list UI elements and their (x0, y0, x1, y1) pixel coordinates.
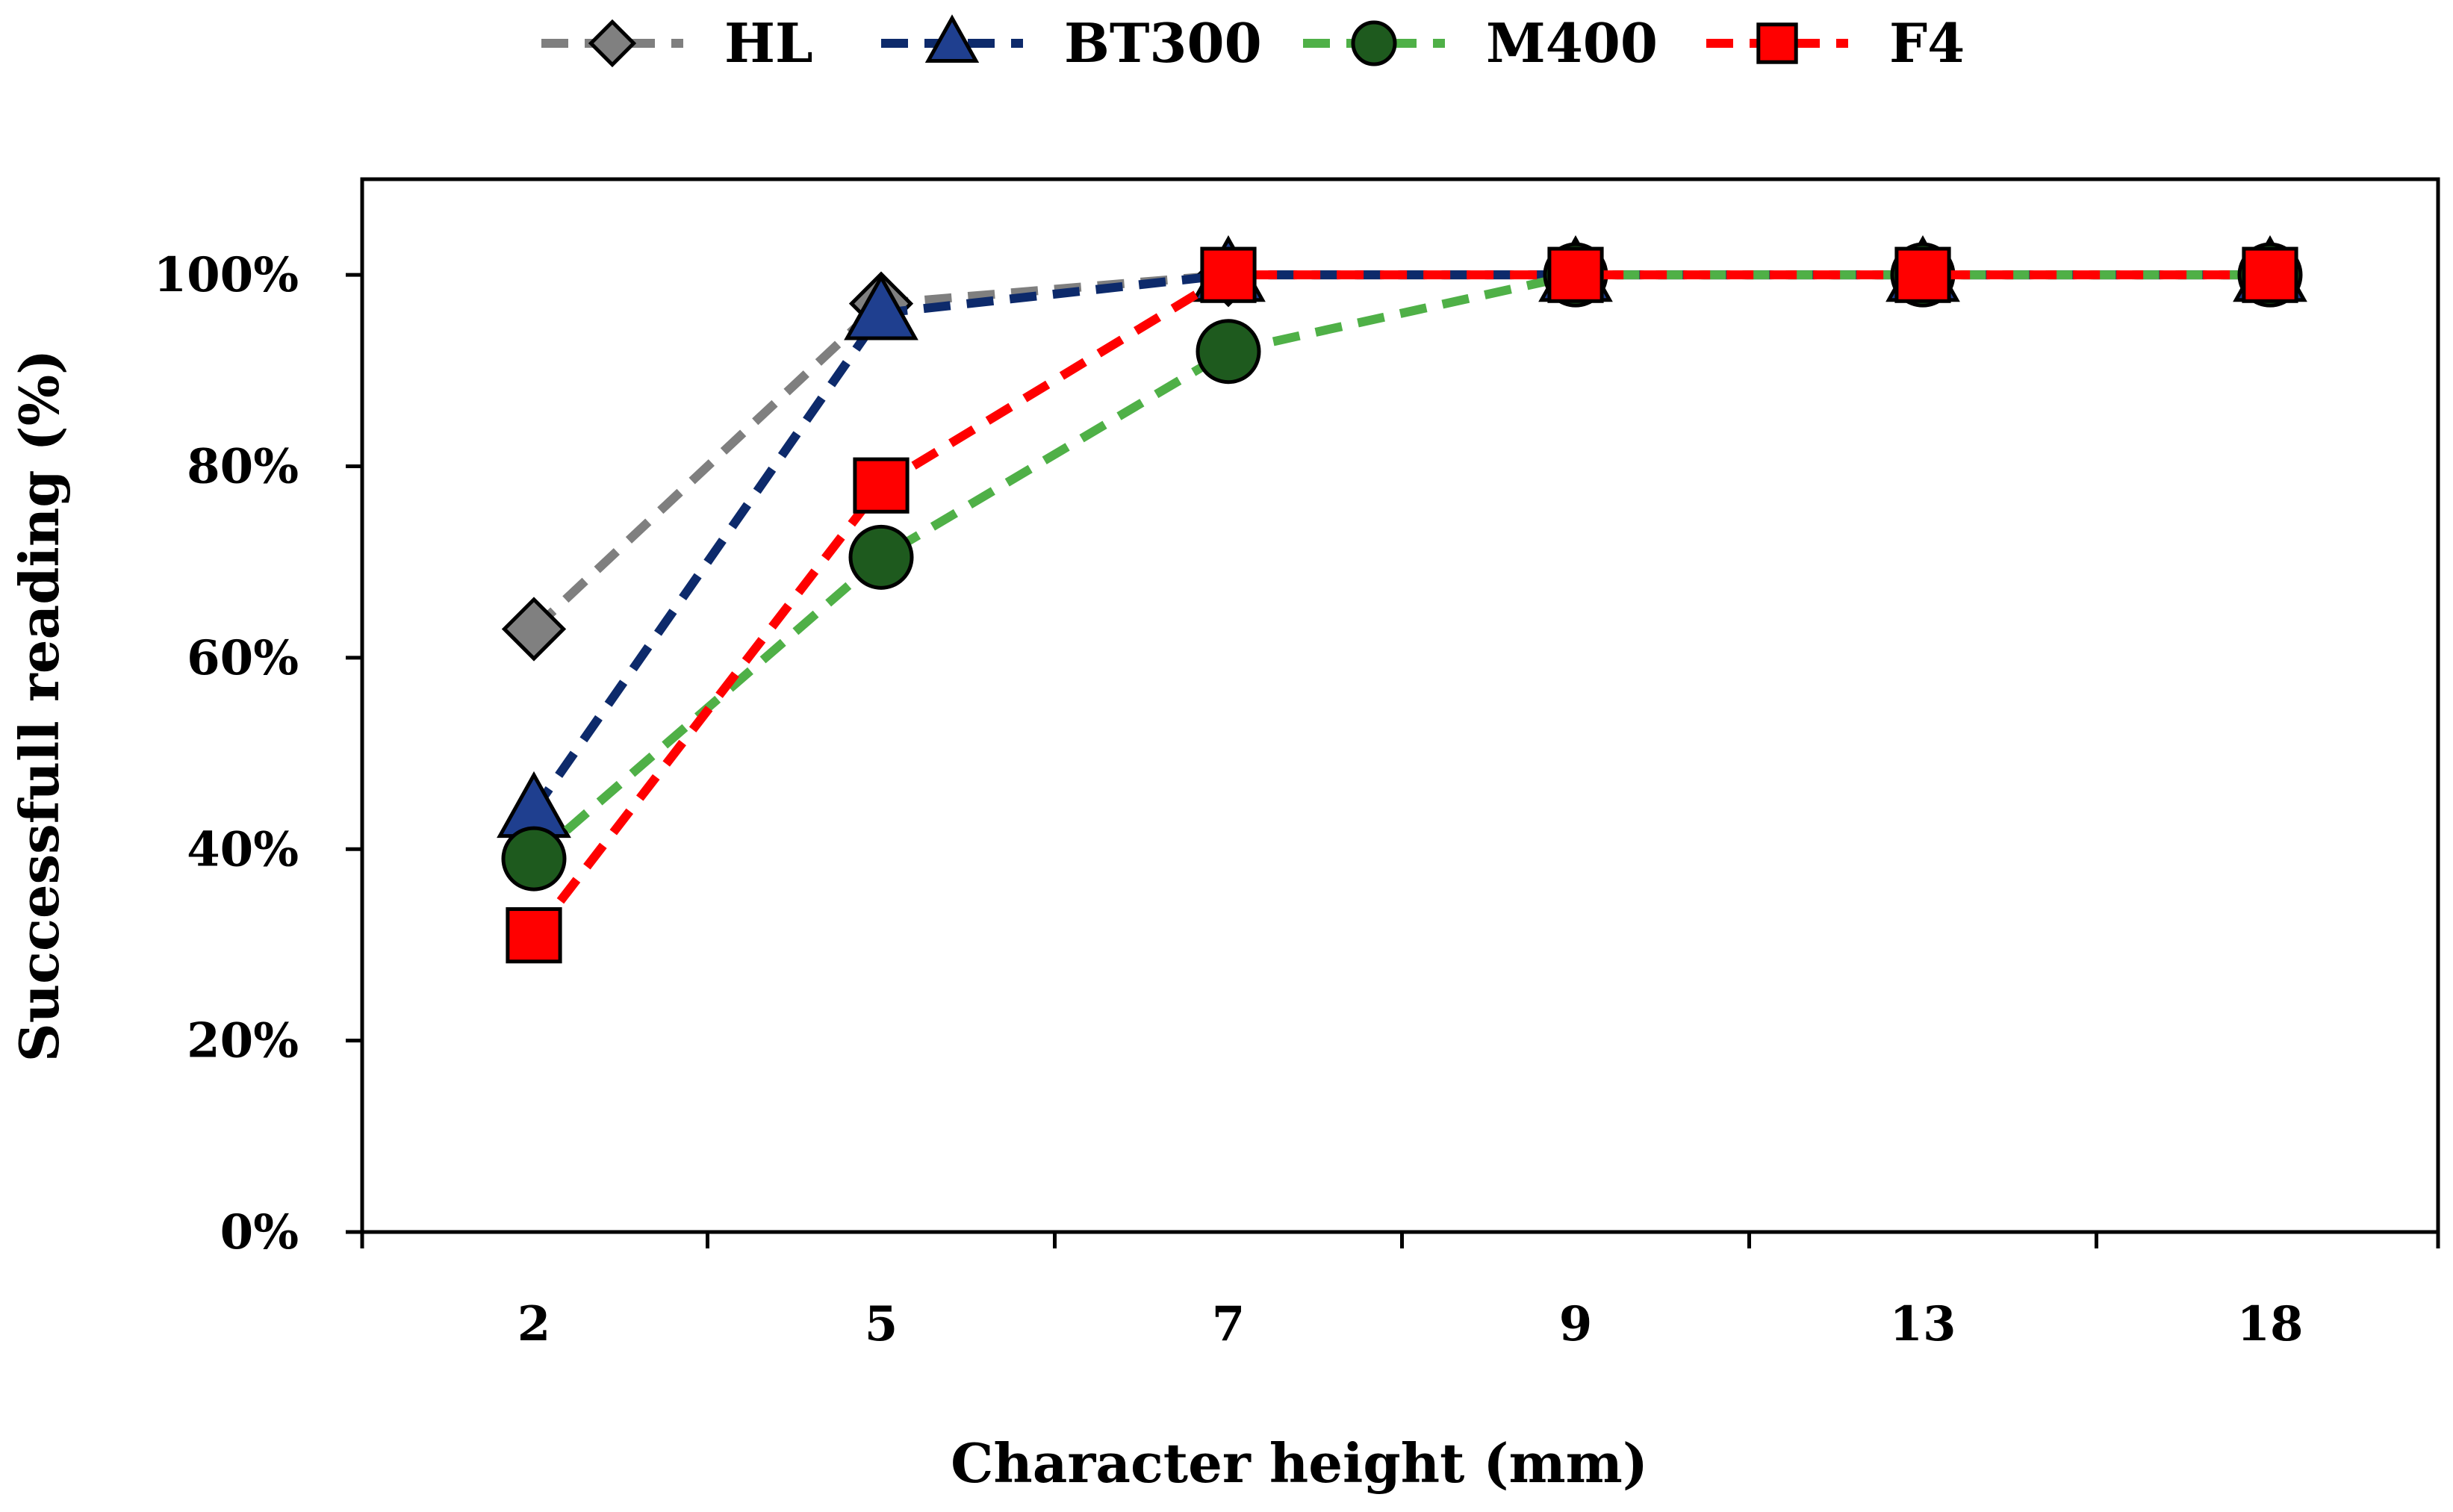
legend-item: HL (541, 11, 813, 75)
legend-marker (924, 14, 980, 63)
x-tick-label: 9 (1559, 1296, 1593, 1352)
y-axis-title: Successfull reading (%) (7, 349, 71, 1062)
legend-label: M400 (1486, 11, 1658, 75)
y-tick-label: 80% (187, 439, 299, 495)
y-axis: 0% 20% 40% 60% 80% 100% (154, 247, 362, 1260)
data-point (853, 457, 910, 514)
legend-marker (1756, 22, 1798, 64)
data-point (1196, 319, 1261, 385)
y-tick-label: 20% (187, 1013, 299, 1069)
data-point (501, 826, 567, 892)
legend-label: F4 (1889, 11, 1965, 75)
data-point (501, 597, 567, 662)
legend-marker (1351, 20, 1397, 66)
data-point (2242, 246, 2298, 303)
x-tick-label: 2 (517, 1296, 551, 1352)
data-point (844, 273, 918, 340)
series-line (530, 270, 2270, 939)
data-point (1200, 246, 1257, 303)
series-layer (497, 235, 2307, 964)
data-point (848, 524, 914, 590)
y-tick-label: 60% (187, 630, 299, 686)
x-tick-label: 5 (865, 1296, 898, 1352)
x-tick-label: 13 (1889, 1296, 1956, 1352)
data-point (506, 907, 562, 964)
data-point (1547, 246, 1604, 303)
legend-item: BT300 (881, 11, 1262, 75)
y-tick-label: 0% (220, 1204, 299, 1260)
series-line (531, 270, 2270, 862)
legend-label: BT300 (1064, 11, 1262, 75)
legend-item: F4 (1706, 11, 1965, 75)
y-tick-label: 100% (154, 247, 299, 303)
y-tick-label: 40% (187, 821, 299, 877)
x-axis-title: Character height (mm) (951, 1431, 1648, 1495)
legend-marker (588, 19, 637, 68)
legend: HL BT300 M400 F4 (541, 11, 1965, 75)
data-point (1894, 246, 1951, 303)
x-tick-label: 7 (1212, 1296, 1246, 1352)
x-axis: 2 5 7 9 13 18 (360, 1232, 2440, 1352)
legend-item: M400 (1303, 11, 1658, 75)
series-f4 (506, 246, 2298, 964)
x-tick-label: 18 (2236, 1296, 2303, 1352)
legend-label: HL (724, 11, 813, 75)
